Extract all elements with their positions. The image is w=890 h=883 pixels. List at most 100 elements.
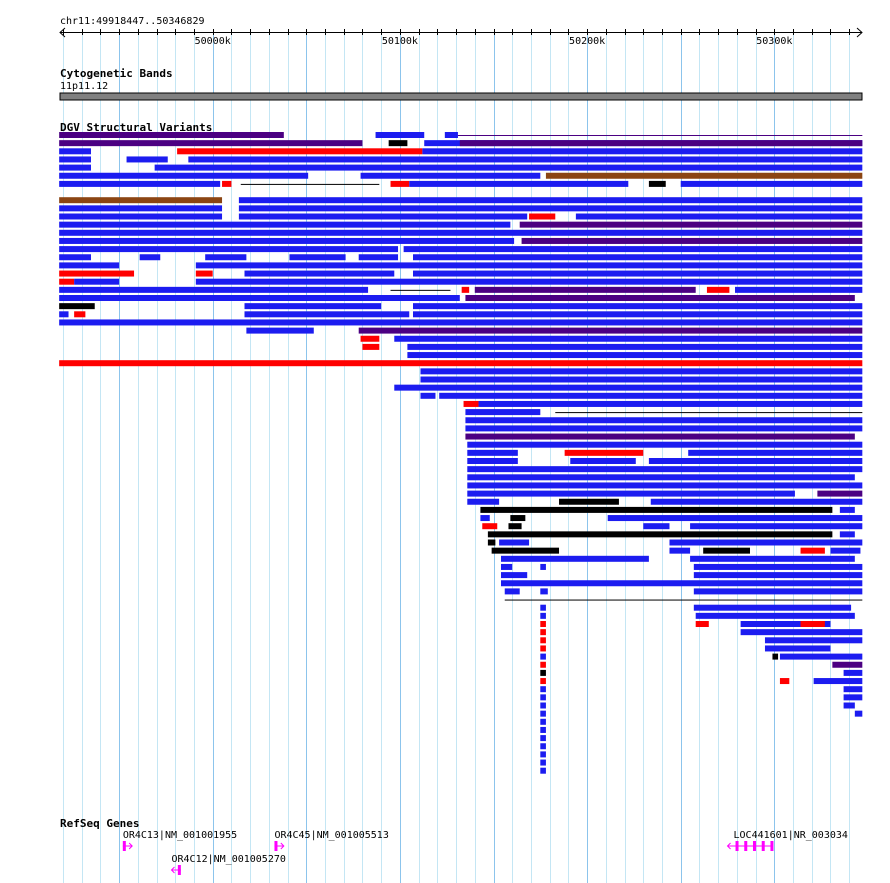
structural-variant[interactable]	[706, 286, 730, 293]
structural-variant[interactable]	[813, 678, 863, 685]
structural-variant[interactable]	[854, 710, 863, 717]
variant-connector[interactable]	[457, 135, 863, 136]
structural-variant[interactable]	[59, 262, 120, 269]
structural-variant[interactable]	[244, 303, 382, 310]
structural-variant[interactable]	[772, 653, 779, 660]
structural-variant[interactable]	[648, 180, 666, 187]
structural-variant[interactable]	[59, 197, 223, 204]
structural-variant[interactable]	[690, 555, 855, 562]
structural-variant[interactable]	[540, 751, 546, 758]
structural-variant[interactable]	[358, 254, 399, 261]
structural-variant[interactable]	[843, 702, 855, 709]
structural-variant[interactable]	[504, 588, 520, 595]
structural-variant[interactable]	[740, 621, 831, 627]
structural-variant[interactable]	[59, 205, 223, 212]
structural-variant[interactable]	[540, 710, 546, 717]
structural-variant[interactable]	[375, 132, 425, 138]
structural-variant[interactable]	[195, 270, 213, 277]
structural-variant[interactable]	[390, 180, 410, 187]
structural-variant[interactable]	[139, 254, 161, 261]
structural-variant[interactable]	[238, 197, 863, 204]
structural-variant[interactable]	[467, 474, 855, 481]
structural-variant[interactable]	[59, 221, 511, 228]
structural-variant[interactable]	[735, 286, 863, 293]
structural-variant[interactable]	[59, 156, 91, 163]
structural-variant[interactable]	[360, 335, 380, 342]
structural-variant[interactable]	[740, 629, 863, 636]
structural-variant[interactable]	[540, 629, 546, 636]
structural-variant[interactable]	[362, 343, 380, 350]
structural-variant[interactable]	[669, 539, 863, 546]
structural-variant[interactable]	[540, 694, 546, 701]
structural-variant[interactable]	[465, 417, 863, 424]
gene[interactable]: OR4C45|NM_001005513	[274, 830, 389, 851]
structural-variant[interactable]	[695, 621, 709, 627]
structural-variant[interactable]	[817, 490, 863, 497]
structural-variant[interactable]	[500, 572, 528, 579]
structural-variant[interactable]	[407, 343, 863, 350]
structural-variant[interactable]	[59, 278, 75, 285]
structural-variant[interactable]	[467, 466, 863, 473]
structural-variant[interactable]	[540, 767, 546, 774]
structural-variant[interactable]	[482, 523, 498, 530]
structural-variant[interactable]	[764, 645, 831, 652]
structural-variant[interactable]	[540, 645, 546, 652]
structural-variant[interactable]	[195, 262, 863, 269]
structural-variant[interactable]	[540, 661, 546, 668]
structural-variant[interactable]	[59, 140, 363, 147]
structural-variant[interactable]	[413, 311, 863, 318]
structural-variant[interactable]	[540, 726, 546, 733]
structural-variant[interactable]	[461, 286, 470, 293]
structural-variant[interactable]	[59, 311, 69, 318]
structural-variant[interactable]	[465, 433, 855, 440]
gene-label[interactable]: LOC441601|NR_003034	[734, 830, 848, 841]
structural-variant[interactable]	[540, 759, 546, 766]
structural-variant[interactable]	[289, 254, 346, 261]
structural-variant[interactable]	[394, 335, 863, 342]
structural-variant[interactable]	[409, 180, 629, 187]
structural-variant[interactable]	[839, 506, 855, 513]
structural-variant[interactable]	[800, 547, 825, 554]
structural-variant[interactable]	[688, 449, 863, 456]
structural-variant[interactable]	[244, 311, 410, 318]
gene-label[interactable]: OR4C12|NM_001005270	[171, 854, 285, 865]
structural-variant[interactable]	[467, 498, 500, 505]
structural-variant[interactable]	[570, 458, 636, 464]
structural-variant[interactable]	[693, 588, 863, 595]
structural-variant[interactable]	[465, 409, 541, 416]
variant-connector[interactable]	[504, 599, 863, 601]
structural-variant[interactable]	[422, 148, 863, 155]
structural-variant[interactable]	[669, 547, 691, 554]
structural-variant[interactable]	[177, 148, 423, 155]
structural-variant[interactable]	[59, 237, 515, 244]
structural-variant[interactable]	[690, 523, 863, 530]
structural-variant[interactable]	[463, 400, 479, 407]
structural-variant[interactable]	[480, 506, 833, 513]
structural-variant[interactable]	[420, 368, 863, 375]
structural-variant[interactable]	[126, 156, 168, 163]
structural-variant[interactable]	[607, 515, 863, 522]
structural-variant[interactable]	[693, 572, 863, 579]
structural-variant[interactable]	[195, 278, 863, 285]
dgv-track-title[interactable]: DGV Structural Variants	[60, 121, 212, 134]
structural-variant[interactable]	[188, 156, 863, 163]
structural-variant[interactable]	[59, 270, 135, 277]
structural-variant[interactable]	[59, 132, 284, 138]
structural-variant[interactable]	[474, 286, 696, 293]
structural-variant[interactable]	[465, 425, 863, 432]
structural-variant[interactable]	[238, 213, 528, 220]
structural-variant[interactable]	[703, 547, 750, 554]
structural-variant[interactable]	[478, 400, 863, 407]
structural-variant[interactable]	[74, 311, 86, 318]
structural-variant[interactable]	[693, 563, 863, 570]
gene[interactable]: OR4C13|NM_001001955	[122, 830, 237, 851]
structural-variant[interactable]	[564, 449, 644, 456]
structural-variant[interactable]	[358, 327, 863, 334]
structural-variant[interactable]	[246, 327, 314, 334]
structural-variant[interactable]	[403, 246, 863, 253]
structural-variant[interactable]	[540, 637, 546, 644]
structural-variant[interactable]	[244, 270, 395, 277]
structural-variant[interactable]	[540, 678, 546, 685]
structural-variant[interactable]	[74, 278, 120, 285]
